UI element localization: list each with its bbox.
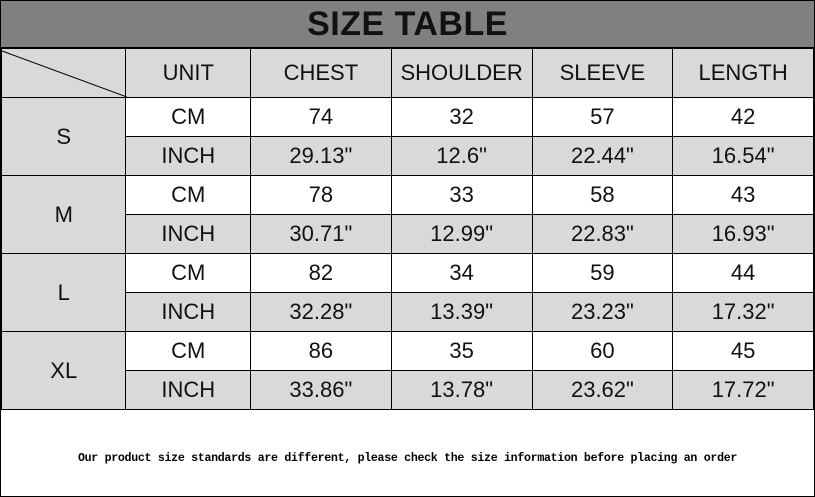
measurement-cell: 42: [672, 97, 814, 137]
measurement-cell: 17.32": [672, 292, 814, 332]
measurement-cell: 57: [531, 97, 674, 137]
measurement-cell: 35: [390, 331, 533, 371]
measurement-cell: 34: [390, 253, 533, 293]
table-row: XL CM 86 35 60 45: [0, 331, 814, 410]
measurement-cell: 12.99": [390, 214, 533, 254]
size-table: UNIT CHEST SHOULDER SLEEVE LENGTH S CM 74 3…: [0, 48, 814, 410]
measurement-cell: 22.44": [531, 136, 674, 176]
measurement-cell: 60: [531, 331, 674, 371]
diagonal-line: [2, 50, 127, 98]
measurement-cell: 16.93": [672, 214, 814, 254]
measurement-cell: 86: [250, 331, 392, 371]
size-label: S: [0, 97, 127, 176]
table-row: INCH 33.86" 13.78" 23.62" 17.72": [2, 370, 814, 410]
measurement-cell: 22.83": [531, 214, 674, 254]
measurement-cell: 32.28": [250, 292, 392, 332]
unit-cell: CM: [125, 253, 252, 293]
measurement-cell: 13.39": [390, 292, 533, 332]
measurement-cell: 58: [531, 175, 674, 215]
header-shoulder: SHOULDER: [390, 48, 533, 98]
measurement-cell: 33.86": [250, 370, 392, 410]
measurement-cell: 43: [672, 175, 814, 215]
header-unit: UNIT: [125, 48, 252, 98]
measurement-cell: 82: [250, 253, 392, 293]
table-title: SIZE TABLE: [1, 1, 814, 49]
header-length: LENGTH: [672, 48, 814, 98]
measurement-cell: 33: [390, 175, 533, 215]
unit-cell: CM: [125, 331, 252, 371]
measurement-cell: 59: [531, 253, 674, 293]
header-row: UNIT CHEST SHOULDER SLEEVE LENGTH: [0, 48, 814, 98]
measurement-cell: 74: [250, 97, 392, 137]
table-row: L CM 82 34 59 44: [0, 253, 814, 332]
size-label: L: [0, 253, 127, 332]
header-chest: CHEST: [250, 48, 392, 98]
unit-cell: CM: [125, 175, 252, 215]
measurement-cell: 23.62": [531, 370, 674, 410]
corner-cell: [0, 48, 127, 98]
measurement-cell: 45: [672, 331, 814, 371]
header-sleeve: SLEEVE: [531, 48, 674, 98]
measurement-cell: 16.54": [672, 136, 814, 176]
measurement-cell: 78: [250, 175, 392, 215]
measurement-cell: 32: [390, 97, 533, 137]
size-label: M: [0, 175, 127, 254]
unit-cell: INCH: [125, 370, 252, 410]
measurement-cell: 23.23": [531, 292, 674, 332]
measurement-cell: 44: [672, 253, 814, 293]
unit-cell: INCH: [125, 136, 252, 176]
measurement-cell: 29.13": [250, 136, 392, 176]
footer-note: Our product size standards are different…: [77, 451, 738, 465]
measurement-cell: 13.78": [390, 370, 533, 410]
size-label: XL: [0, 331, 127, 410]
unit-cell: INCH: [125, 292, 252, 332]
table-row: S CM 74 32 57 42: [0, 97, 814, 176]
table-row: M CM 78 33 58 43: [0, 175, 814, 254]
measurement-cell: 17.72": [672, 370, 814, 410]
unit-cell: CM: [125, 97, 252, 137]
table-row: INCH 30.71" 12.99" 22.83" 16.93": [2, 214, 814, 254]
measurement-cell: 12.6": [390, 136, 533, 176]
measurement-cell: 30.71": [250, 214, 392, 254]
unit-cell: INCH: [125, 214, 252, 254]
table-row: INCH 29.13" 12.6" 22.44" 16.54": [2, 136, 814, 176]
